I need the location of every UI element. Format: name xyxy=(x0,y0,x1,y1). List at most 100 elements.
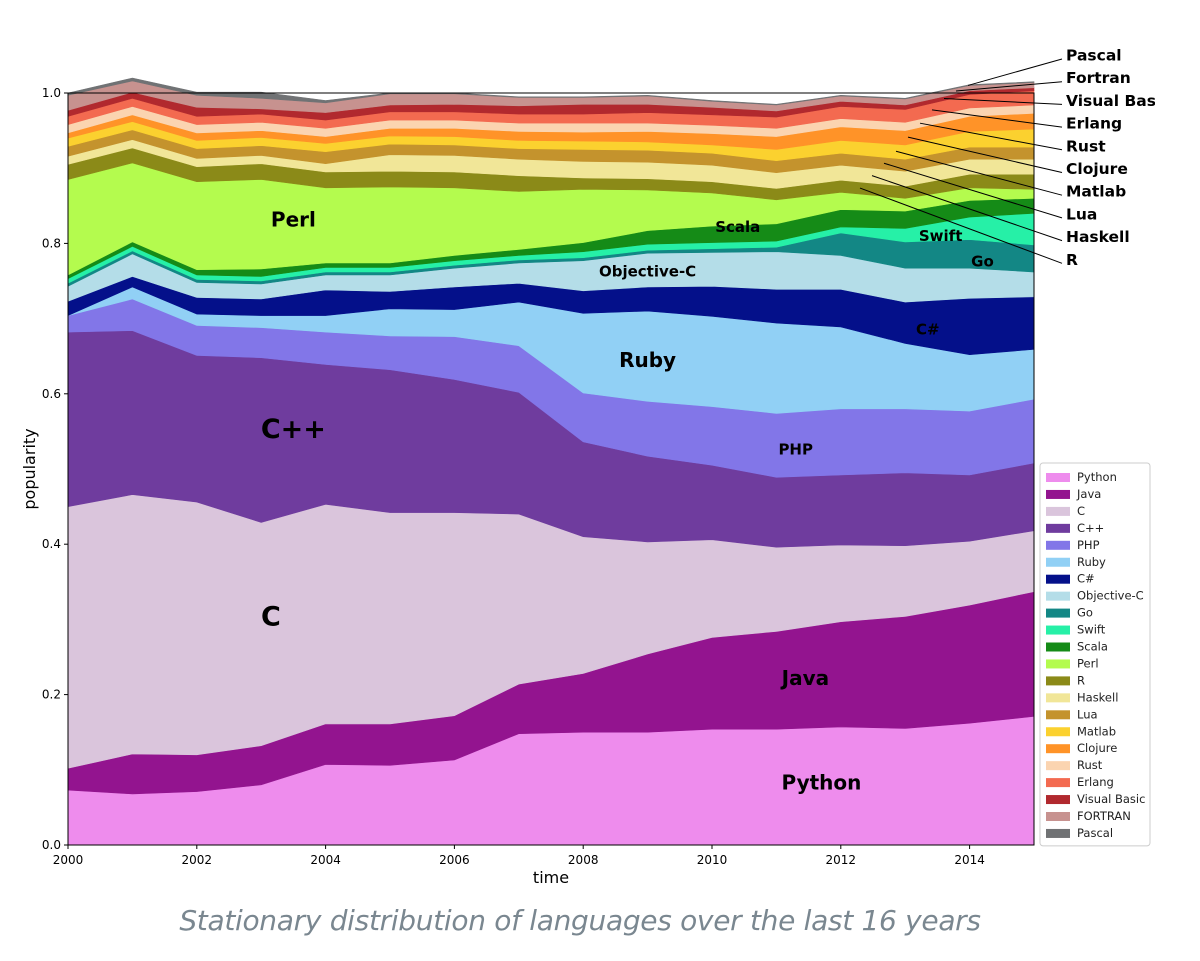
legend-swatch-r xyxy=(1046,676,1070,686)
leader-line-rust xyxy=(919,122,1063,151)
leader-line-erlang xyxy=(931,109,1063,128)
side-label-erlang: Erlang xyxy=(1066,115,1122,133)
side-label-fortran: Fortran xyxy=(1066,69,1131,87)
x-tick-label: 2012 xyxy=(826,853,857,867)
legend-label-php: PHP xyxy=(1077,538,1100,552)
annotation-ruby: Ruby xyxy=(619,348,676,372)
legend-swatch-swift xyxy=(1046,625,1070,635)
legend-label-matlab: Matlab xyxy=(1077,724,1116,738)
legend-label-r: R xyxy=(1077,673,1085,687)
side-label-clojure: Clojure xyxy=(1066,160,1128,178)
y-tick-label: 0.4 xyxy=(42,537,61,551)
annotation-go: Go xyxy=(971,253,994,271)
side-label-r: R xyxy=(1066,251,1078,269)
legend-label-erlang: Erlang xyxy=(1077,775,1114,789)
annotation-scala: Scala xyxy=(715,218,760,236)
x-axis-label: time xyxy=(533,868,569,887)
annotation-java: Java xyxy=(780,666,829,690)
leader-line-fortran xyxy=(955,81,1063,92)
x-tick-label: 2010 xyxy=(697,853,728,867)
legend-label-fortran: FORTRAN xyxy=(1077,809,1131,823)
x-tick-label: 2000 xyxy=(53,853,84,867)
y-axis-label: popularity xyxy=(20,428,39,509)
legend-label-clojure: Clojure xyxy=(1077,741,1117,755)
legend: Python Java C C++ PHP Ruby C# Objective-C Go Swif… xyxy=(1039,462,1151,847)
side-label-matlab: Matlab xyxy=(1066,183,1126,201)
x-tick-label: 2002 xyxy=(182,853,213,867)
y-tick-label: 0.2 xyxy=(42,688,61,702)
legend-label-scala: Scala xyxy=(1077,640,1108,654)
annotation-c: C++ xyxy=(261,414,326,445)
annotation-python: Python xyxy=(782,771,862,795)
legend-swatch-visual-basic xyxy=(1046,795,1070,805)
legend-swatch-scala xyxy=(1046,642,1070,652)
side-label-visual-basic: Visual Basic xyxy=(1066,92,1170,110)
legend-swatch-php xyxy=(1046,540,1070,550)
legend-label-c: C# xyxy=(1077,572,1095,586)
side-label-haskell: Haskell xyxy=(1066,228,1130,246)
leader-line-matlab xyxy=(895,150,1063,196)
plot-frame xyxy=(67,92,1035,846)
legend-swatch-objective-c xyxy=(1046,591,1070,601)
annotation-php: PHP xyxy=(778,441,813,459)
area-annotations: Perl Scala Swift Objective-C Go C# Ruby C++ PHP C… xyxy=(261,207,994,794)
legend-swatch-erlang xyxy=(1046,778,1070,788)
area-layer xyxy=(67,77,1035,846)
legend-label-perl: Perl xyxy=(1077,656,1099,670)
x-tick-label: 2006 xyxy=(439,853,470,867)
y-tick-label: 1.0 xyxy=(42,86,61,100)
leader-line-clojure xyxy=(907,136,1063,173)
y-tick-label: 0.0 xyxy=(42,838,61,852)
legend-swatch-pascal xyxy=(1046,828,1070,838)
leader-line-r xyxy=(859,187,1063,264)
annotation-c: C# xyxy=(916,320,940,338)
legend-swatch-java xyxy=(1046,489,1070,499)
legend-label-objective-c: Objective-C xyxy=(1077,589,1144,603)
side-label-lua: Lua xyxy=(1066,205,1097,223)
leader-line-lua xyxy=(883,162,1063,219)
x-tick-label: 2004 xyxy=(310,853,341,867)
legend-swatch-clojure xyxy=(1046,744,1070,754)
legend-swatch-go xyxy=(1046,608,1070,618)
legend-label-visual-basic: Visual Basic xyxy=(1077,792,1145,806)
side-label-pascal: Pascal xyxy=(1066,47,1122,65)
legend-swatch-perl xyxy=(1046,659,1070,669)
legend-swatch-c xyxy=(1046,523,1070,533)
legend-swatch-rust xyxy=(1046,761,1070,771)
legend-swatch-fortran xyxy=(1046,812,1070,821)
side-label-rust: Rust xyxy=(1066,137,1106,155)
figure-caption: Stationary distribution of languages ove… xyxy=(179,904,981,937)
legend-swatch-ruby xyxy=(1046,557,1070,567)
legend-label-lua: Lua xyxy=(1077,707,1098,721)
legend-label-java: Java xyxy=(1076,487,1101,501)
annotation-swift: Swift xyxy=(919,227,963,245)
stacked-area-chart: 2000 2002 2004 2006 2008 2010 2012 2014 0.0 0.2 0.… xyxy=(20,47,1170,888)
annotation-objective-c: Objective-C xyxy=(599,262,696,280)
y-tick-label: 0.8 xyxy=(42,236,61,250)
legend-label-swift: Swift xyxy=(1077,623,1106,637)
x-tick-label: 2008 xyxy=(568,853,599,867)
legend-label-rust: Rust xyxy=(1077,758,1103,772)
legend-swatch-haskell xyxy=(1046,693,1070,703)
axes: 2000 2002 2004 2006 2008 2010 2012 2014 0.0 0.2 0.… xyxy=(20,86,985,887)
leader-line-pascal xyxy=(967,58,1063,86)
side-labels: Pascal Fortran Visual Basic Erlang Rust Cloju… xyxy=(859,47,1170,269)
legend-swatch-c xyxy=(1046,574,1070,584)
legend-label-python: Python xyxy=(1077,470,1117,484)
x-tick-label: 2014 xyxy=(954,853,985,867)
legend-label-c: C xyxy=(1077,504,1085,518)
legend-swatch-c xyxy=(1046,506,1070,516)
leader-line-visual-basic xyxy=(943,97,1063,105)
y-tick-label: 0.6 xyxy=(42,387,61,401)
legend-label-pascal: Pascal xyxy=(1077,826,1113,840)
legend-swatch-matlab xyxy=(1046,727,1070,737)
annotation-c: C xyxy=(261,601,281,632)
legend-swatch-python xyxy=(1046,473,1070,482)
legend-label-c: C++ xyxy=(1077,521,1104,535)
legend-label-haskell: Haskell xyxy=(1077,690,1118,704)
annotation-perl: Perl xyxy=(271,207,316,231)
legend-label-go: Go xyxy=(1077,606,1093,620)
leader-line-haskell xyxy=(871,175,1063,242)
legend-swatch-lua xyxy=(1046,710,1070,720)
legend-label-ruby: Ruby xyxy=(1077,555,1106,569)
